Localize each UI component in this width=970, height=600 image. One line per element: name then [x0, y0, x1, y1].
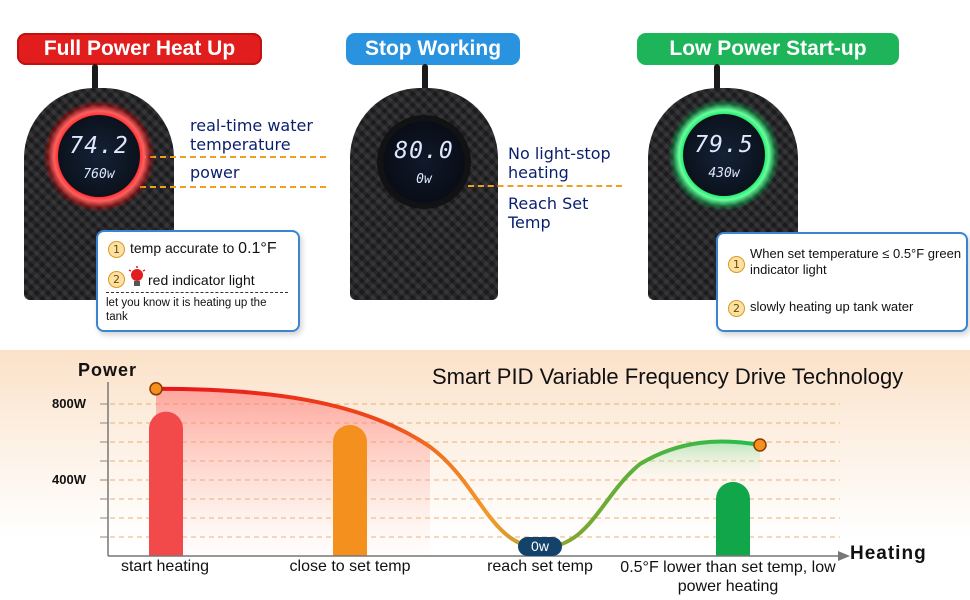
no-light-label: No light-stop heating [508, 144, 611, 182]
y-tick-400: 400W [52, 472, 86, 487]
power-label: power [190, 163, 240, 182]
chart-title: Smart PID Variable Frequency Drive Techn… [432, 364, 904, 389]
number-badge-1: 1 [728, 256, 745, 273]
card-item-2: slowly heating up tank water [750, 299, 914, 314]
card-divider [106, 292, 288, 293]
card-item-1-value: 0.1°F [238, 240, 277, 257]
temperature-display: 74.2 760w [58, 115, 140, 197]
power-leader-line [140, 186, 326, 188]
realtime-temperature-label: real-time water temperature [190, 116, 313, 154]
zero-watt-badge: 0w [518, 537, 562, 556]
temperature-display: 79.5 430w [683, 114, 765, 196]
x-label-close: close to set temp [289, 558, 411, 575]
display-power: 430w [708, 166, 740, 181]
stop-working-title: Stop Working [346, 33, 520, 65]
stop-leader-line [468, 185, 622, 187]
number-badge-1: 1 [108, 241, 125, 258]
display-power: 760w [83, 167, 115, 182]
number-badge-2: 2 [728, 300, 745, 317]
card-note: let you know it is heating up the tank [106, 297, 267, 323]
card-item-1: temp accurate to 0.1°F [130, 240, 277, 258]
cord [92, 64, 98, 100]
cord [422, 64, 428, 100]
card-item-2: red indicator light [148, 272, 255, 288]
chart-ylabel: Power [78, 360, 138, 380]
display-temperature: 79.5 [694, 132, 754, 158]
x-label-low: 0.5°F lower than set temp, low power hea… [620, 559, 836, 595]
info-card-right: 1 When set temperature ≤ 0.5°F green ind… [716, 232, 968, 332]
cord [714, 64, 720, 100]
top-section: Full Power Heat Up 74.2 760w real-time w… [17, 33, 968, 332]
y-tick-800: 800W [52, 396, 86, 411]
card-item-1: When set temperature ≤ 0.5°F green indic… [750, 246, 962, 277]
display-temperature: 80.0 [394, 138, 454, 164]
x-label-reach: reach set temp [487, 558, 593, 575]
number-badge-2: 2 [108, 271, 125, 288]
temp-leader-line [140, 156, 326, 158]
full-power-title: Full Power Heat Up [17, 33, 262, 65]
info-card-left: 1 temp accurate to 0.1°F 2 red indicator… [96, 230, 300, 332]
display-power: 0w [416, 172, 432, 187]
chart-xlabel: Heating [850, 543, 927, 564]
reach-set-temp-label: Reach Set Temp [508, 194, 589, 232]
card-item-1-text: temp accurate to [130, 240, 239, 256]
low-power-title: Low Power Start-up [637, 33, 899, 65]
display-temperature: 74.2 [69, 133, 129, 159]
x-label-start: start heating [120, 558, 210, 575]
temperature-display: 80.0 0w [383, 121, 465, 203]
bulb-icon [128, 266, 146, 290]
